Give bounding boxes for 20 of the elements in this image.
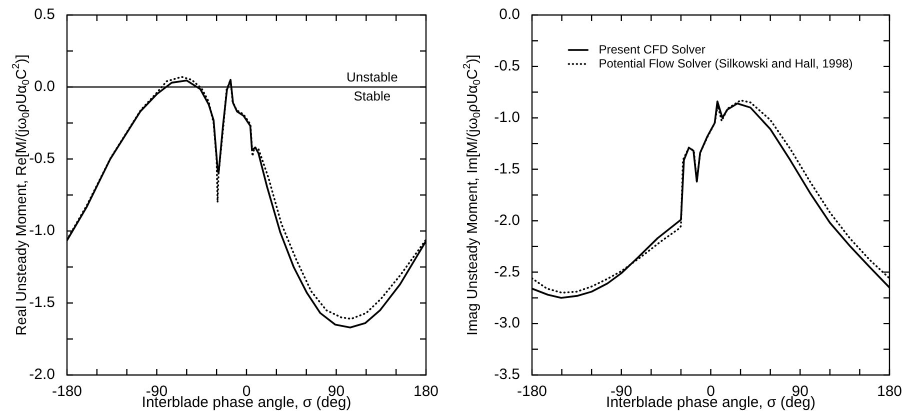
y-tick-label: -2.0 xyxy=(494,212,520,229)
y-tick-label: -2.5 xyxy=(494,263,520,280)
annotation: Stable xyxy=(354,88,391,104)
y-tick-label: -3.5 xyxy=(494,366,520,384)
annotation: Unstable xyxy=(346,70,398,85)
y-tick-label: 0.0 xyxy=(34,78,55,96)
y-tick-label: -2.0 xyxy=(29,366,55,384)
y-tick-label: 0.0 xyxy=(499,6,520,24)
x-tick-label: 180 xyxy=(413,383,439,400)
y-tick-label: -0.5 xyxy=(494,58,520,75)
y-tick-label: -3.0 xyxy=(494,314,520,332)
y-axis-title: Imag Unsteady Moment, Im[M/(jω0ρUα0C2)] xyxy=(462,54,484,336)
x-tick-label: -180 xyxy=(52,383,82,400)
x-tick-label: 180 xyxy=(876,383,902,400)
legend-label: Potential Flow Solver (Silkowski and Hall, 1998) xyxy=(598,56,853,70)
legend-label: Present CFD Solver xyxy=(598,42,706,56)
y-tick-label: -1.5 xyxy=(494,160,520,178)
x-tick-label: -180 xyxy=(516,383,548,400)
y-tick-label: -1.0 xyxy=(494,109,520,126)
y-tick-label: 0.5 xyxy=(34,6,55,24)
